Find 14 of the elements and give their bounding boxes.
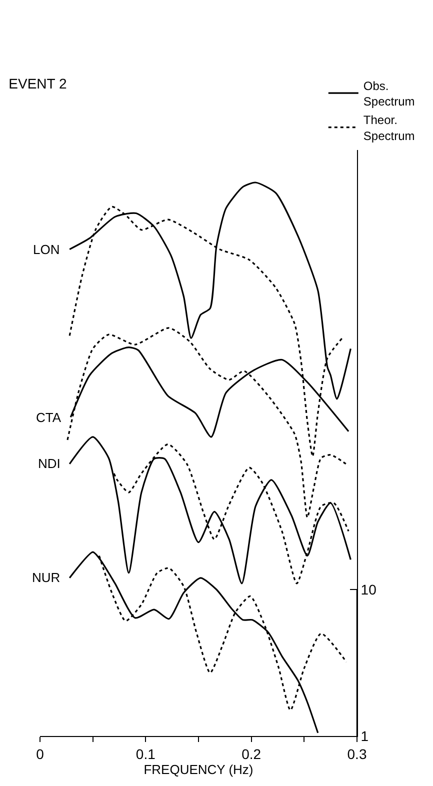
x-tick-label: 0 (36, 746, 44, 762)
annotation: NDI (38, 456, 60, 471)
annotation: LON (33, 242, 60, 257)
x-tick-label: 0.3 (347, 746, 367, 762)
chart-title: EVENT 2 (8, 75, 67, 92)
x-tick-label: 0.2 (242, 746, 262, 762)
y-tick-label: 10 (360, 581, 377, 598)
x-axis-title: FREQUENCY (Hz) (144, 762, 254, 777)
legend-label: Theor. Spectrum (363, 113, 415, 143)
x-tick-label: 0.1 (136, 746, 156, 762)
y-tick-label: 1 (360, 728, 369, 744)
annotation: CTA (36, 410, 62, 425)
legend-label: Obs. Spectrum (363, 78, 415, 109)
annotation: NUR (32, 570, 60, 585)
